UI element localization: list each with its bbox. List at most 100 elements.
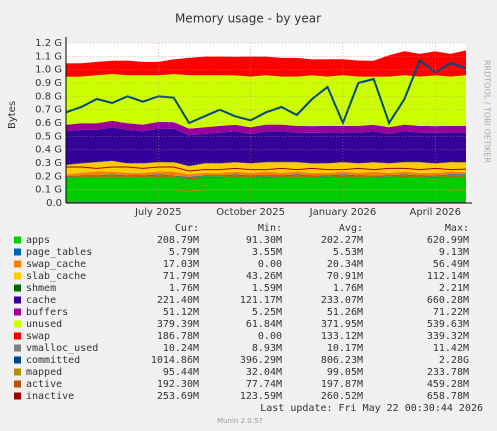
legend-header: Avg:	[339, 223, 363, 234]
legend-stat: 70.91M	[327, 271, 363, 282]
legend-stat: 51.26M	[327, 307, 363, 318]
legend-stat: 2.21M	[439, 283, 469, 294]
legend-swatch	[14, 320, 21, 328]
legend-label: inactive	[26, 391, 74, 402]
legend-stat: 260.52M	[321, 391, 363, 402]
legend-swatch	[14, 296, 21, 304]
side-text: RRDTOOL / TOBI OETIKER	[483, 60, 492, 163]
legend-stat: 0.00	[258, 259, 282, 270]
legend-stat: 620.99M	[427, 235, 469, 246]
legend-stat: 8.93M	[252, 343, 282, 354]
legend-stat: 17.03M	[163, 259, 199, 270]
legend-stat: 253.69M	[157, 391, 199, 402]
x-tick-label: April 2026	[409, 207, 460, 218]
legend-swatch	[14, 272, 21, 280]
legend-stat: 192.30M	[157, 379, 199, 390]
legend-stat: 10.24M	[163, 343, 199, 354]
legend-stat: 660.28M	[427, 295, 469, 306]
legend-swatch	[14, 260, 21, 268]
legend-stat: 71.22M	[433, 307, 469, 318]
legend-stat: 56.49M	[433, 259, 469, 270]
legend-swatch	[14, 236, 21, 244]
legend-stat: 1.59M	[252, 283, 282, 294]
legend-stat: 5.25M	[252, 307, 282, 318]
legend-stat: 1014.86M	[151, 355, 199, 366]
y-tick-label: 0.1 G	[35, 185, 62, 196]
y-tick-label: 0.8 G	[35, 91, 62, 102]
area	[66, 50, 466, 77]
legend-swatch	[14, 392, 21, 400]
y-tick-label: 0.9 G	[35, 78, 62, 89]
legend-stat: 71.79M	[163, 271, 199, 282]
legend-stat: 2.28G	[439, 355, 469, 366]
legend-stat: 233.07M	[321, 295, 363, 306]
last-update: Last update: Fri May 22 00:30:44 2026	[260, 403, 483, 414]
legend-label: slab_cache	[26, 271, 86, 282]
legend-label: swap	[26, 331, 50, 342]
legend-stat: 1.76M	[333, 283, 363, 294]
y-tick-label: 0.3 G	[35, 158, 62, 169]
legend-label: vmalloc_used	[26, 343, 98, 354]
legend-swatch	[14, 248, 21, 256]
legend-stat: 371.95M	[321, 319, 363, 330]
legend-stat: 396.29M	[240, 355, 282, 366]
area	[66, 127, 466, 166]
legend-stat: 3.55M	[252, 247, 282, 258]
y-tick-label: 0.7 G	[35, 105, 62, 116]
legend-stat: 221.40M	[157, 295, 199, 306]
legend-label: mapped	[26, 367, 62, 378]
legend-label: swap_cache	[26, 259, 86, 270]
legend-stat: 11.42M	[433, 343, 469, 354]
legend-stat: 133.12M	[321, 331, 363, 342]
legend-swatch	[14, 284, 21, 292]
chart-title: Memory usage - by year	[175, 12, 321, 26]
y-tick-label: 0.0	[46, 198, 62, 209]
legend-label: apps	[26, 235, 50, 246]
y-tick-label: 0.2 G	[35, 171, 62, 182]
legend-swatch	[14, 368, 21, 376]
legend-label: committed	[26, 355, 80, 366]
area	[66, 171, 466, 177]
legend-stat: 5.53M	[333, 247, 363, 258]
legend-swatch	[14, 356, 21, 364]
legend-stat: 1.76M	[169, 283, 199, 294]
x-tick-label: July 2025	[134, 207, 182, 218]
legend-stat: 379.39M	[157, 319, 199, 330]
legend-stat: 91.30M	[246, 235, 282, 246]
legend-header: Min:	[258, 223, 282, 234]
legend-stat: 123.59M	[240, 391, 282, 402]
legend-stat: 459.28M	[427, 379, 469, 390]
y-tick-label: 0.4 G	[35, 145, 62, 156]
area	[66, 161, 466, 175]
legend-swatch	[14, 380, 21, 388]
legend-stat: 233.78M	[427, 367, 469, 378]
area	[66, 174, 466, 178]
legend-stat: 658.78M	[427, 391, 469, 402]
legend-stat: 539.63M	[427, 319, 469, 330]
line	[66, 166, 467, 172]
legend-stat: 10.17M	[327, 343, 363, 354]
legend-stat: 9.13M	[439, 247, 469, 258]
legend-header: Max:	[445, 223, 469, 234]
area	[66, 160, 466, 167]
legend-stat: 208.79M	[157, 235, 199, 246]
legend-stat: 339.32M	[427, 331, 469, 342]
legend-stat: 77.74M	[246, 379, 282, 390]
legend-header: Cur:	[175, 223, 199, 234]
legend-label: active	[26, 379, 62, 390]
legend-swatch	[14, 308, 21, 316]
legend-swatch	[14, 344, 21, 352]
legend-stat: 61.84M	[246, 319, 282, 330]
legend-stat: 99.05M	[327, 367, 363, 378]
y-tick-label: 1.2 G	[35, 38, 62, 49]
x-tick-label: January 2026	[309, 207, 377, 218]
legend-stat: 0.00	[258, 331, 282, 342]
legend-stat: 43.26M	[246, 271, 282, 282]
legend-stat: 51.12M	[163, 307, 199, 318]
legend-stat: 186.78M	[157, 331, 199, 342]
footer: Munin 2.0.57	[217, 417, 263, 425]
y-tick-label: 1.1 G	[35, 51, 62, 62]
y-tick-label: 1.0 G	[35, 65, 62, 76]
y-tick-label: 0.5 G	[35, 131, 62, 142]
